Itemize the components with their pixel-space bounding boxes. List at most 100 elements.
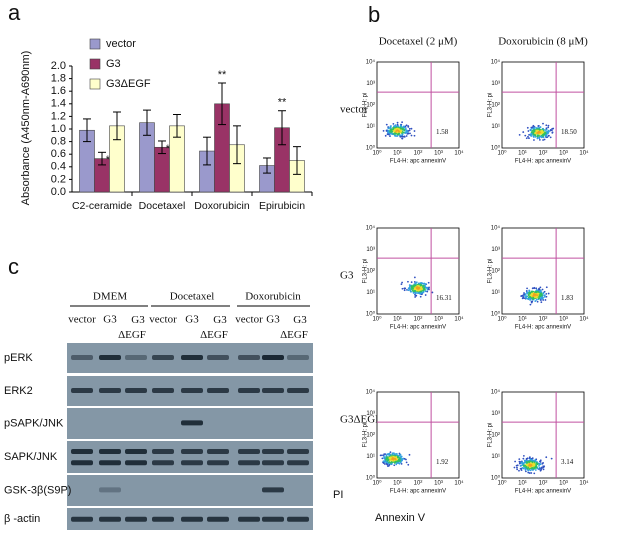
scatter-dot — [542, 133, 545, 136]
scatter-dot — [387, 133, 390, 136]
band — [238, 449, 260, 454]
x-tick-label: 10⁴ — [579, 480, 589, 487]
scatter-dot — [414, 296, 417, 298]
y-tick-label: 10⁴ — [491, 225, 501, 232]
scatter-dot — [544, 299, 547, 301]
x-tick-label: 10⁴ — [454, 316, 464, 323]
scatter-dot — [424, 294, 427, 296]
scatter-dot — [387, 129, 390, 132]
scatter-dot — [526, 291, 529, 294]
scatter-dot — [538, 130, 541, 133]
scatter-dot — [528, 297, 531, 300]
scatter-dot — [514, 460, 517, 463]
scatter-dot — [540, 292, 543, 295]
plot-y-label: FL3-H: pi — [488, 259, 494, 284]
scatter-dot — [530, 469, 533, 471]
scatter-dot — [410, 134, 413, 137]
y-tick-label: 10⁴ — [491, 389, 501, 396]
scatter-dot — [384, 461, 386, 464]
scatter-dot — [394, 125, 397, 128]
scatter-dot — [531, 457, 534, 460]
x-tick-label: 10⁴ — [454, 150, 464, 157]
y-tick-label: 10⁴ — [366, 225, 376, 232]
scatter-dot — [401, 281, 403, 284]
x-tick-label: 10¹ — [393, 481, 402, 487]
scatter-dot — [551, 131, 554, 134]
error-bar — [263, 157, 271, 174]
band — [125, 449, 147, 454]
scatter-dot — [392, 455, 395, 458]
band — [181, 420, 203, 426]
scatter-dot — [391, 452, 394, 455]
scatter-dot — [407, 280, 409, 283]
scatter-dot — [529, 458, 532, 461]
scatter-dot — [523, 466, 526, 469]
scatter-dot — [412, 284, 415, 287]
scatter-dot — [539, 289, 542, 292]
scatter-dot — [525, 295, 527, 297]
band — [207, 355, 229, 360]
scatter-dot — [395, 463, 398, 466]
y-tick-label: 10² — [366, 269, 375, 275]
band — [99, 487, 121, 493]
plot-x-label: FL4-H: apc annexinV — [390, 489, 446, 495]
scatter-dot — [404, 127, 407, 130]
y-tick-label: 10¹ — [491, 124, 500, 130]
band — [238, 388, 260, 393]
band — [71, 388, 93, 393]
scatter-dot — [535, 462, 538, 465]
band — [152, 449, 174, 454]
scatter-dot — [525, 289, 528, 292]
scatter-dot — [538, 137, 541, 140]
scatter-dot — [550, 457, 553, 460]
scatter-dot — [524, 470, 527, 473]
x-tick-label: 10² — [414, 151, 423, 157]
band — [207, 460, 229, 466]
quadrant-value: 1.83 — [561, 294, 574, 302]
band — [99, 460, 121, 466]
scatter-dot — [547, 134, 550, 137]
scatter-dot — [399, 460, 401, 462]
scatter-dot — [401, 133, 404, 136]
scatter-dot — [390, 125, 392, 127]
scatter-dot — [385, 458, 387, 461]
scatter-dot — [522, 294, 524, 297]
scatter-dot — [400, 456, 402, 459]
axis-title: PI — [333, 489, 343, 501]
band — [125, 388, 147, 393]
lane-label: G3 — [266, 314, 280, 326]
scatter-dot — [529, 134, 532, 137]
scatter-dot — [409, 132, 411, 135]
scatter-dot — [529, 128, 532, 131]
scatter-dot — [528, 289, 531, 292]
y-tick-label: 10⁰ — [491, 475, 501, 482]
scatter-dot — [384, 134, 387, 137]
scatter-dot — [381, 457, 384, 460]
scatter-dot — [396, 462, 398, 464]
scatter-dot — [542, 122, 544, 125]
scatter-dot — [529, 303, 532, 306]
scatter-dot — [519, 467, 522, 470]
scatter-dot — [420, 282, 423, 284]
scatter-dot — [422, 291, 425, 293]
scatter-dot — [413, 276, 416, 279]
scatter-dot — [533, 129, 536, 132]
scatter-dot — [408, 453, 411, 456]
scatter-dot — [518, 458, 521, 460]
scatter-dot — [382, 129, 385, 132]
scatter-dot — [542, 139, 544, 141]
y-tick-label: 0.2 — [51, 173, 66, 185]
legend-swatch — [89, 78, 101, 90]
scatter-dot — [534, 459, 537, 461]
x-tick-label: 10¹ — [518, 151, 527, 157]
scatter-dot — [525, 137, 528, 140]
scatter-dot — [392, 128, 394, 131]
band — [238, 355, 260, 360]
annotation: ** — [218, 69, 227, 81]
scatter-dot — [532, 131, 535, 134]
y-tick-label: 10² — [491, 269, 500, 275]
scatter-dot — [527, 469, 530, 472]
scatter-dot — [411, 289, 414, 292]
band — [125, 460, 147, 466]
scatter-dot — [538, 133, 541, 136]
